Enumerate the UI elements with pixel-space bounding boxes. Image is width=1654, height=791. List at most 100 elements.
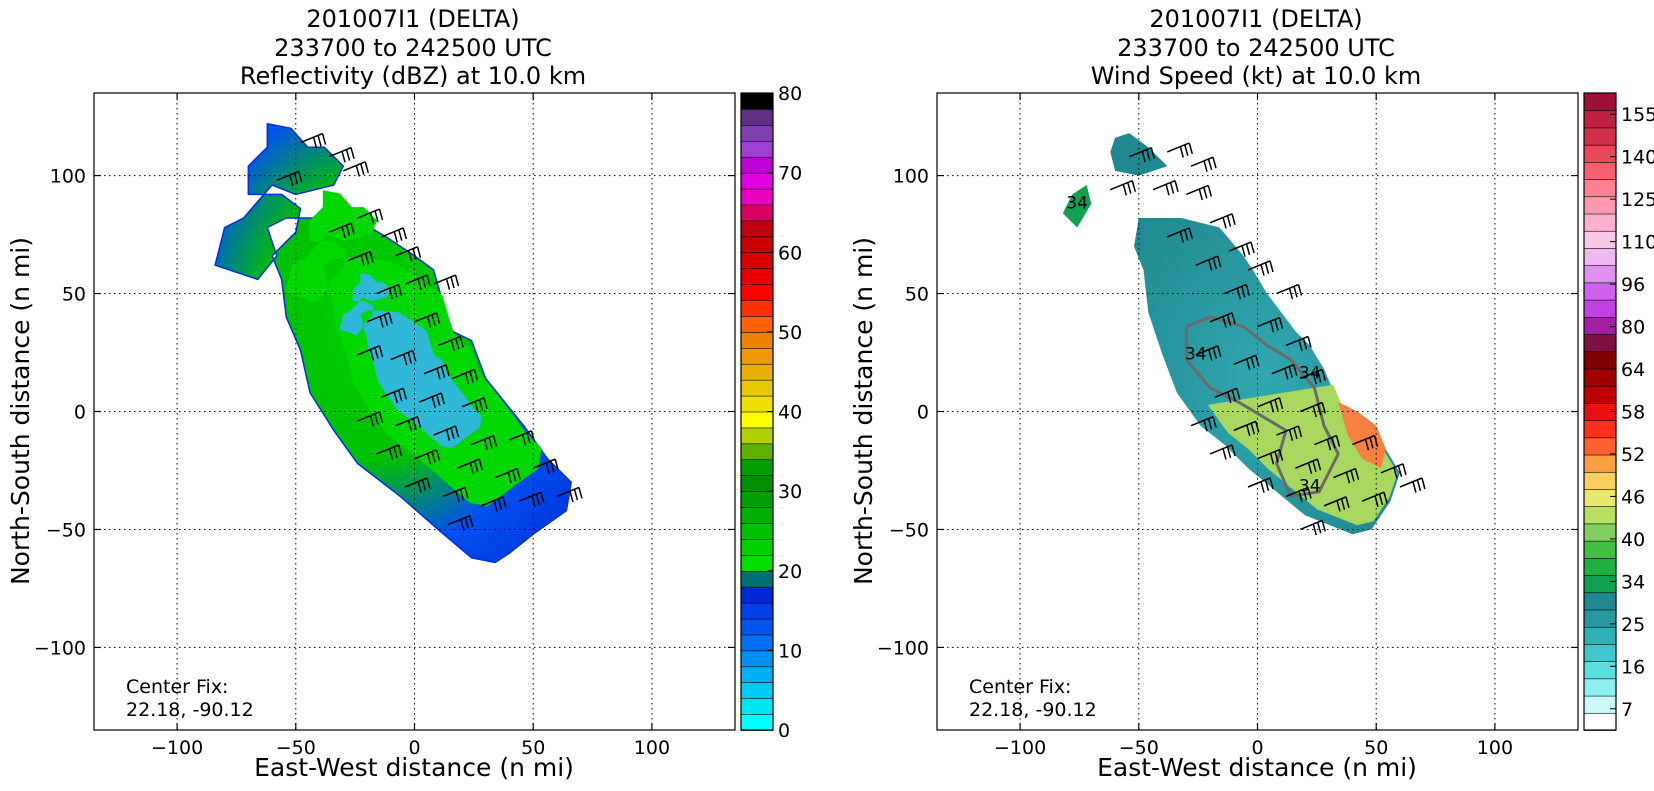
colorbar-swatch [1583,92,1617,112]
colorbar-tick-label: 125 [1621,189,1654,211]
contour-label: 34 [1299,363,1321,383]
x-tick-label: 0 [408,737,420,759]
wind-barb [1323,496,1350,512]
colorbar-swatch [740,140,774,158]
wind-max-zone [1338,402,1386,469]
wind-barb [518,491,545,507]
wind-barb [1276,283,1303,300]
colorbar-swatch [740,665,774,684]
x-tick-label: 50 [1364,737,1388,759]
colorbar-swatch [740,697,774,715]
wind-barb [418,392,445,408]
colorbar-swatch [1583,213,1617,232]
wind-barb [328,147,355,163]
colorbar: 0 10 20 30 40 50 60 70 80 [740,83,802,742]
wind-barb [395,246,422,262]
colorbar-tick-label: 58 [1621,402,1645,424]
wind-barb [456,458,483,474]
y-axis-label: North-South distance (n mi) [849,237,878,585]
colorbar-swatch [740,236,774,254]
wind-barb [447,515,474,531]
colorbar-swatch [740,299,774,317]
colorbar-swatch [740,172,774,190]
colorbar-swatch [1583,385,1617,404]
wind-barb [1167,227,1194,243]
wind-barb [1214,387,1241,404]
wind-barb [404,477,431,493]
colorbar-swatch [740,538,774,556]
x-tick-label: 100 [1477,737,1513,759]
colorbar-tick-label: 46 [1621,486,1645,508]
colorbar-tick-label: 10 [778,640,802,662]
colorbar-tick-label: 96 [1621,274,1645,296]
wind-speed-panel: 201007I1 (DELTA) 233700 to 242500 UTC Wi… [849,5,1654,782]
wind-barb [1209,444,1236,460]
wind-barb [1299,519,1326,536]
colorbar-tick-label: 80 [778,83,802,105]
colorbar-swatch [1583,609,1617,628]
panel-subtitle-field: Reflectivity (dBZ) at 10.0 km [240,62,586,90]
wind-barb [1129,147,1156,163]
colorbar-tick-label: 155 [1621,104,1654,126]
colorbar-swatch [740,458,774,476]
x-ticks: −100 −50 0 50 100 [151,93,670,759]
wind-barb [390,349,417,366]
colorbar-swatch [740,204,774,222]
colorbar-swatch [740,474,774,492]
colorbar-swatch [740,506,774,524]
wind-barb [357,411,384,427]
panel-title: 201007I1 (DELTA) [1149,5,1362,33]
colorbar-tick-label: 110 [1621,232,1654,254]
wind-barb [1257,316,1284,333]
x-axis-label: East-West distance (n mi) [254,753,574,782]
colorbar-swatch [740,347,774,365]
colorbar-tick-label: 140 [1621,147,1654,169]
colorbar-swatch [1583,282,1617,301]
colorbar-tick-label: 0 [778,720,790,742]
colorbar-swatch [1583,574,1617,594]
panel-title: 201007I1 (DELTA) [306,5,519,33]
y-tick-label: 50 [905,284,929,306]
wind-barb [433,425,460,441]
colorbar-swatch [1583,350,1617,370]
wind-barb [1285,335,1312,352]
wind-barb [1257,448,1284,465]
wind-barb [376,444,403,460]
colorbar-tick-label: 34 [1621,571,1645,593]
wind-barb [1228,241,1255,257]
wind-barb [509,430,536,446]
wind-barb [442,486,469,503]
wind-barb [414,448,441,465]
contour-label: 34 [1066,194,1088,214]
colorbar-swatch [1583,505,1617,525]
y-ticks: 100 50 0 −50 −100 [877,166,1578,659]
colorbar-swatch [1583,488,1617,507]
center-fix-label: Center Fix: [969,676,1071,698]
colorbar-swatch [1583,368,1617,387]
wind-barb [1276,425,1303,441]
grid-layer [937,93,1578,730]
wind-barb [452,368,479,385]
y-axis-label: North-South distance (n mi) [6,237,35,585]
x-ticks: −100 −50 0 50 100 [994,93,1513,759]
wind-barb [342,161,370,177]
y-ticks: 100 50 0 −50 −100 [34,166,735,659]
colorbar-swatch [740,602,774,620]
colorbar: 7 16 25 34 40 46 52 58 64 80 96 110 125 140 155 [1583,92,1654,731]
wind-barb [1190,156,1217,172]
wind-barb [300,132,327,149]
wind-barb [357,208,384,224]
colorbar-swatch [740,379,774,397]
wind-barb [414,312,441,328]
barb-layer [1110,142,1426,536]
colorbar-swatch [1583,540,1617,559]
wind-barb [1195,255,1222,272]
colorbar-swatch [1583,109,1617,129]
wind-barb [1285,486,1312,503]
colorbar-swatch [1583,591,1617,611]
colorbar-swatch [1583,161,1617,180]
colorbar-swatch [740,220,774,238]
colorbar-swatch [740,315,774,333]
reflectivity-panel: 201007I1 (DELTA) 233700 to 242500 UTC Re… [6,5,802,782]
